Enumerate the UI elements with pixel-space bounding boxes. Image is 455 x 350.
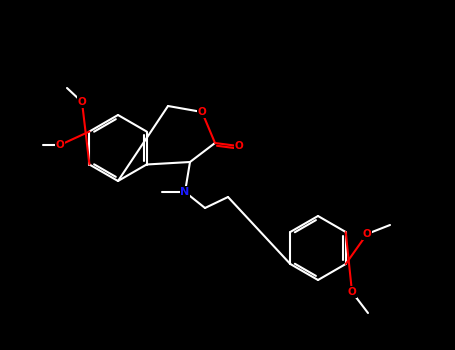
- Text: O: O: [197, 107, 207, 117]
- Text: O: O: [348, 287, 356, 297]
- Text: N: N: [180, 187, 190, 197]
- Text: O: O: [78, 97, 86, 107]
- Text: O: O: [56, 140, 64, 150]
- Text: O: O: [235, 141, 243, 151]
- Text: O: O: [363, 229, 371, 239]
